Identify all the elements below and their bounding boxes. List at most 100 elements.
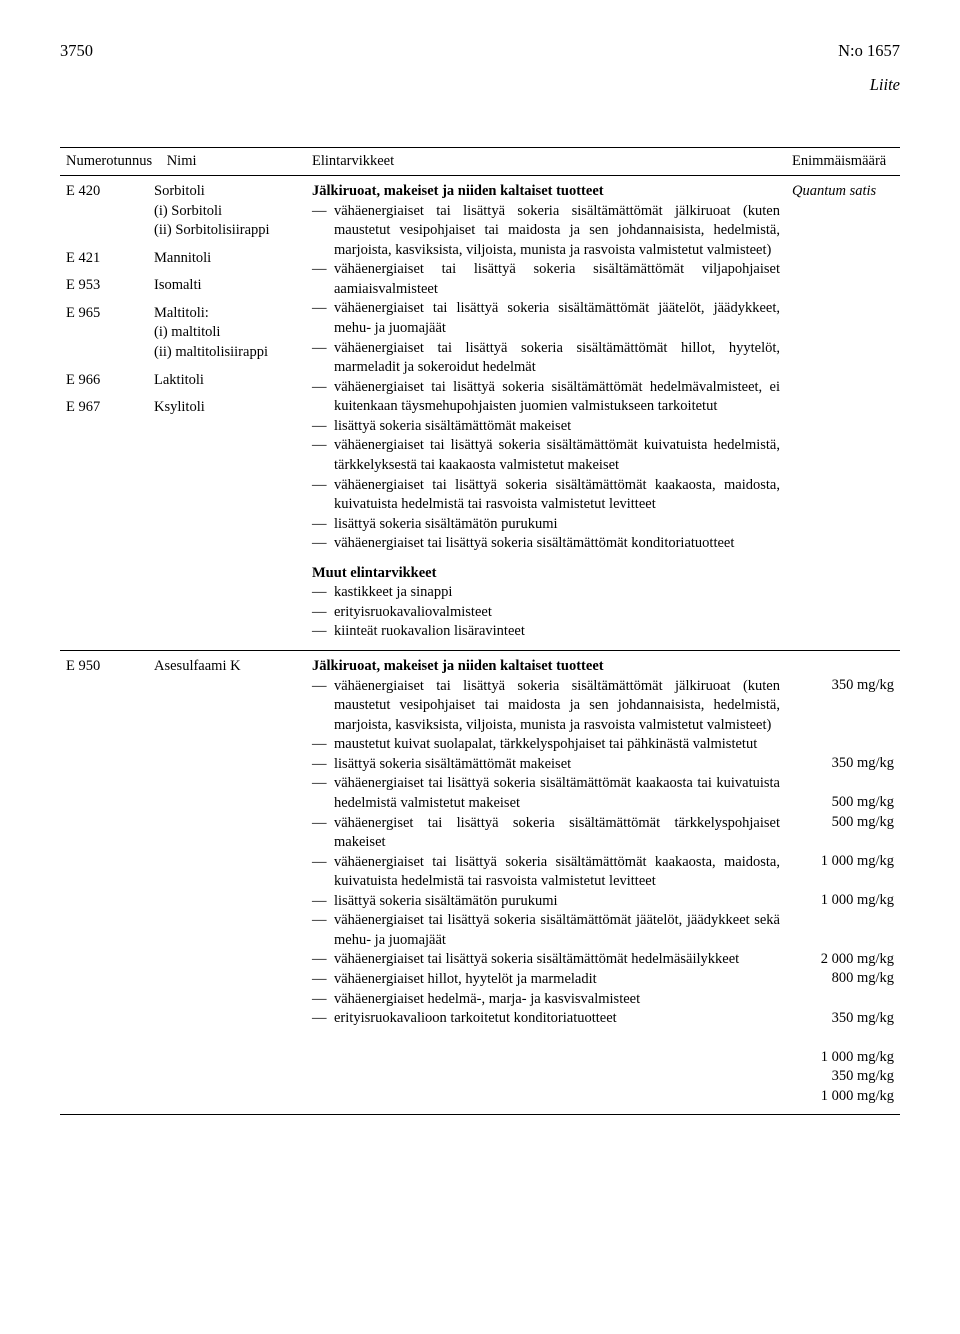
e-code: E 421 <box>66 249 142 269</box>
food-text: vähäenergiaiset tai lisättyä sokeria sis… <box>334 339 780 378</box>
food-section-header: Jälkiruoat, makeiset ja niiden kaltaiset… <box>312 657 780 677</box>
food-text: vähäenergiaiset tai lisättyä sokeria sis… <box>334 774 780 813</box>
max-value: 500 mg/kg <box>792 793 894 813</box>
e-code: E 953 <box>66 276 142 296</box>
food-item: —vähäenergiaiset tai lisättyä sokeria si… <box>312 378 780 417</box>
e-code: E 420 <box>66 182 142 202</box>
dash-icon: — <box>312 202 334 222</box>
food-text: vähäenergiaiset tai lisättyä sokeria sis… <box>334 950 780 970</box>
food-text: vähäenergiaiset hedelmä-, marja- ja kasv… <box>334 990 780 1010</box>
food-text: lisättyä sokeria sisältämätön purukumi <box>334 892 780 912</box>
dash-icon: — <box>312 534 334 554</box>
dash-icon: — <box>312 853 334 873</box>
food-item: —vähäenergiaiset tai lisättyä sokeria si… <box>312 677 780 736</box>
food-text: vähäenergiaiset tai lisättyä sokeria sis… <box>334 436 780 475</box>
food-text: kiinteät ruokavalion lisäravinteet <box>334 622 780 642</box>
food-text: vähäenergiaiset tai lisättyä sokeria sis… <box>334 260 780 299</box>
food-item: —vähäenergiaiset tai lisättyä sokeria si… <box>312 260 780 299</box>
dash-icon: — <box>312 339 334 359</box>
max-value-wrap: 350 mg/kg <box>792 676 894 754</box>
dash-icon: — <box>312 603 334 623</box>
dash-icon: — <box>312 417 334 437</box>
food-text: lisättyä sokeria sisältämättömät makeise… <box>334 755 780 775</box>
food-cell: Jälkiruoat, makeiset ja niiden kaltaiset… <box>306 176 786 651</box>
max-cell: 350 mg/kg 350 mg/kg 500 mg/kg500 mg/kg 1… <box>786 651 900 1115</box>
dash-icon: — <box>312 911 334 931</box>
food-item: —kastikkeet ja sinappi <box>312 583 780 603</box>
dash-icon: — <box>312 677 334 697</box>
food-item: —vähäenergiaiset tai lisättyä sokeria si… <box>312 774 780 813</box>
doc-number: N:o 1657 <box>838 40 900 62</box>
col-num-header: Numerotunnus <box>66 153 152 169</box>
food-item: —maustetut kuivat suolapalat, tärkkelysp… <box>312 735 780 755</box>
dash-icon: — <box>312 755 334 775</box>
max-value-wrap: 500 mg/kg <box>792 813 894 852</box>
food-item: —erityisruokavalioon tarkoitetut kondito… <box>312 1009 780 1029</box>
dash-icon: — <box>312 950 334 970</box>
food-text: vähäenergiset tai lisättyä sokeria sisäl… <box>334 814 780 853</box>
code-cell: E 420 E 421 E 953 E 965 E 966 E 967 <box>60 176 148 651</box>
substance-name: Asesulfaami K <box>154 658 241 674</box>
food-text: vähäenergiaiset tai lisättyä sokeria sis… <box>334 202 780 261</box>
max-value: 1 000 mg/kg <box>792 1048 894 1068</box>
page-header: 3750 N:o 1657 <box>60 40 900 62</box>
attachment-label: Liite <box>60 74 900 96</box>
food-text: vähäenergiaiset tai lisättyä sokeria sis… <box>334 476 780 515</box>
substance-subname: (i) maltitoli <box>154 323 300 343</box>
food-text: vähäenergiaiset tai lisättyä sokeria sis… <box>334 853 780 892</box>
max-value-wrap: 1 000 mg/kg <box>792 852 894 891</box>
substance-name: Sorbitoli <box>154 182 300 202</box>
food-item: —vähäenergiaiset tai lisättyä sokeria si… <box>312 476 780 515</box>
food-item: —vähäenergiaiset tai lisättyä sokeria si… <box>312 436 780 475</box>
food-item: —vähäenergiaiset tai lisättyä sokeria si… <box>312 534 780 554</box>
food-item: —vähäenergiset tai lisättyä sokeria sisä… <box>312 814 780 853</box>
substance-name: Laktitoli <box>154 371 300 391</box>
col-name-header: Nimi <box>167 153 197 169</box>
dash-icon: — <box>312 299 334 319</box>
food-text: vähäenergiaiset tai lisättyä sokeria sis… <box>334 299 780 338</box>
max-value: 350 mg/kg <box>792 1009 894 1029</box>
dash-icon: — <box>312 892 334 912</box>
code-cell: E 950 <box>60 651 148 1115</box>
dash-icon: — <box>312 515 334 535</box>
max-value: 500 mg/kg <box>792 813 894 833</box>
food-item: —lisättyä sokeria sisältämättömät makeis… <box>312 755 780 775</box>
food-text: lisättyä sokeria sisältämätön purukumi <box>334 515 780 535</box>
substance-name: Isomalti <box>154 276 300 296</box>
page-number: 3750 <box>60 40 93 62</box>
max-value-wrap: 2 000 mg/kg <box>792 950 894 970</box>
substance-name: Mannitoli <box>154 249 300 269</box>
max-value: 1 000 mg/kg <box>792 1087 894 1107</box>
max-value: 350 mg/kg <box>792 754 894 774</box>
dash-icon: — <box>312 436 334 456</box>
food-item: —kiinteät ruokavalion lisäravinteet <box>312 622 780 642</box>
dash-icon: — <box>312 814 334 834</box>
food-item: —vähäenergiaiset tai lisättyä sokeria si… <box>312 853 780 892</box>
max-value-wrap: 1 000 mg/kg <box>792 891 894 950</box>
max-value: Quantum satis <box>792 183 876 199</box>
substance-subname: (ii) maltitolisiirappi <box>154 343 300 363</box>
max-value-wrap: 500 mg/kg <box>792 793 894 813</box>
dash-icon: — <box>312 990 334 1010</box>
max-value-wrap: 1 000 mg/kg <box>792 1048 894 1068</box>
e-code: E 965 <box>66 304 142 324</box>
max-value: 1 000 mg/kg <box>792 852 894 872</box>
food-item: —vähäenergiaiset hedelmä-, marja- ja kas… <box>312 990 780 1010</box>
dash-icon: — <box>312 970 334 990</box>
food-item: —vähäenergiaiset hillot, hyytelöt ja mar… <box>312 970 780 990</box>
name-cell: Sorbitoli(i) Sorbitoli(ii) Sorbitolisiir… <box>148 176 306 651</box>
food-item: —lisättyä sokeria sisältämättömät makeis… <box>312 417 780 437</box>
table-row: E 950 Asesulfaami K Jälkiruoat, makeiset… <box>60 651 900 1115</box>
substance-name: Ksylitoli <box>154 398 300 418</box>
food-item: —lisättyä sokeria sisältämätön purukumi <box>312 892 780 912</box>
food-item: —lisättyä sokeria sisältämätön purukumi <box>312 515 780 535</box>
food-item: —vähäenergiaiset tai lisättyä sokeria si… <box>312 202 780 261</box>
food-item: —vähäenergiaiset tai lisättyä sokeria si… <box>312 299 780 338</box>
food-text: vähäenergiaiset tai lisättyä sokeria sis… <box>334 911 780 950</box>
food-text: vähäenergiaiset tai lisättyä sokeria sis… <box>334 378 780 417</box>
col-food-header: Elintarvikkeet <box>306 147 786 176</box>
food-text: lisättyä sokeria sisältämättömät makeise… <box>334 417 780 437</box>
food-item: —vähäenergiaiset tai lisättyä sokeria si… <box>312 911 780 950</box>
food-item: —erityisruokavaliovalmisteet <box>312 603 780 623</box>
max-value: 350 mg/kg <box>792 1067 894 1087</box>
